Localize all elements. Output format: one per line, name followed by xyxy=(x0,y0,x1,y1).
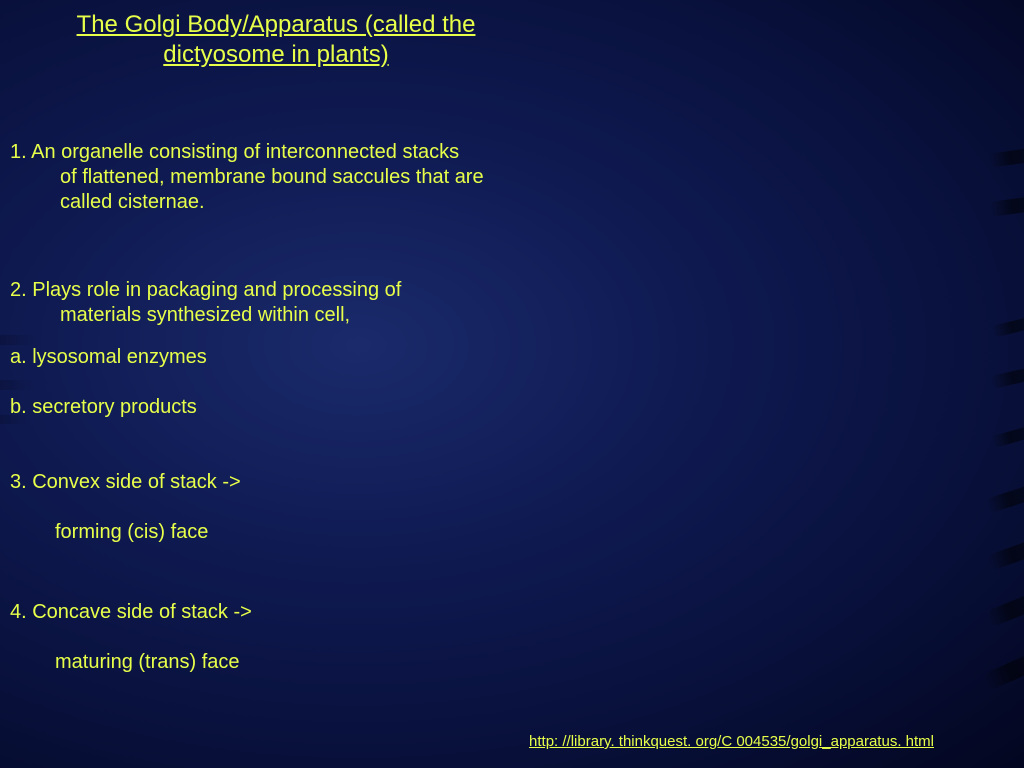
title-line-1: The Golgi Body/Apparatus (called the xyxy=(77,11,476,38)
point-2-first: 2. Plays role in packaging and processin… xyxy=(10,279,401,301)
brush-stroke-icon xyxy=(990,364,1024,389)
title-line-2: dictyosome in plants) xyxy=(163,41,388,68)
point-2-rest: materials synthesized within cell, xyxy=(10,303,490,328)
brush-stroke-icon xyxy=(991,314,1024,338)
point-2b: b. secretory products xyxy=(10,395,197,420)
brush-stroke-icon xyxy=(0,380,35,390)
brush-stroke-icon xyxy=(985,589,1024,627)
brush-stroke-icon xyxy=(990,424,1024,449)
source-link[interactable]: http: //library. thinkquest. org/C 00453… xyxy=(529,733,934,750)
point-1-first: 1. An organelle consisting of interconne… xyxy=(10,141,459,163)
slide-title: The Golgi Body/Apparatus (called the dic… xyxy=(0,10,490,70)
point-4-sub: maturing (trans) face xyxy=(55,650,240,675)
point-1: 1. An organelle consisting of interconne… xyxy=(10,140,510,215)
point-2: 2. Plays role in packaging and processin… xyxy=(10,278,490,328)
slide: The Golgi Body/Apparatus (called the dic… xyxy=(0,0,1024,768)
point-2a: a. lysosomal enzymes xyxy=(10,345,207,370)
brush-stroke-icon xyxy=(986,535,1024,571)
brush-stroke-icon xyxy=(985,481,1024,513)
point-1-rest: of flattened, membrane bound saccules th… xyxy=(10,165,510,215)
point-3: 3. Convex side of stack -> xyxy=(10,470,241,495)
brush-stroke-icon xyxy=(988,194,1024,217)
brush-stroke-icon xyxy=(981,647,1024,692)
brush-stroke-icon xyxy=(0,335,40,345)
point-4: 4. Concave side of stack -> xyxy=(10,600,252,625)
brush-stroke-icon xyxy=(988,146,1024,168)
decorative-strokes-right xyxy=(904,0,1024,768)
point-3-sub: forming (cis) face xyxy=(55,520,208,545)
